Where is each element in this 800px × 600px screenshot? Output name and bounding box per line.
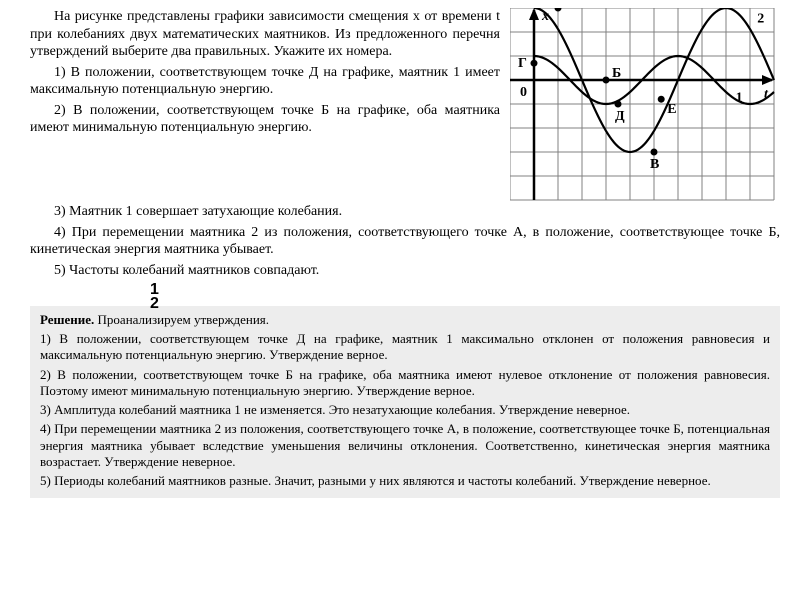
- solution-box: Решение. Проанализируем утверждения. 1) …: [30, 306, 780, 499]
- solution-item-1: 1) В положении, соответствующем точке Д …: [40, 331, 770, 364]
- svg-text:1: 1: [736, 91, 743, 106]
- oscillation-chart: xt012АГБДВЕ: [510, 8, 780, 203]
- solution-head-bold: Решение.: [40, 312, 94, 327]
- option-5: 5) Частоты колебаний маятников совпадают…: [30, 262, 780, 280]
- svg-text:Д: Д: [615, 109, 625, 124]
- option-4: 4) При перемещении маятника 2 из положен…: [30, 224, 780, 259]
- solution-head-text: Проанализируем утверждения.: [94, 312, 269, 327]
- svg-text:2: 2: [757, 11, 764, 26]
- problem-block: xt012АГБДВЕ На рисунке представлены граф…: [30, 8, 780, 279]
- svg-text:Е: Е: [667, 102, 676, 117]
- solution-heading: Решение. Проанализируем утверждения.: [40, 312, 770, 328]
- answer-line-1: 1: [150, 283, 780, 297]
- svg-text:Г: Г: [518, 56, 527, 71]
- solution-item-4: 4) При перемещении маятника 2 из положен…: [40, 421, 770, 470]
- solution-item-5: 5) Периоды колебаний маятников разные. З…: [40, 473, 770, 489]
- solution-item-3: 3) Амплитуда колебаний маятника 1 не изм…: [40, 402, 770, 418]
- svg-text:Б: Б: [612, 66, 621, 81]
- option-3: 3) Маятник 1 совершает затухающие колеба…: [30, 203, 780, 221]
- solution-item-2: 2) В положении, соответствующем точке Б …: [40, 367, 770, 400]
- svg-text:0: 0: [520, 85, 527, 100]
- svg-text:В: В: [650, 157, 659, 172]
